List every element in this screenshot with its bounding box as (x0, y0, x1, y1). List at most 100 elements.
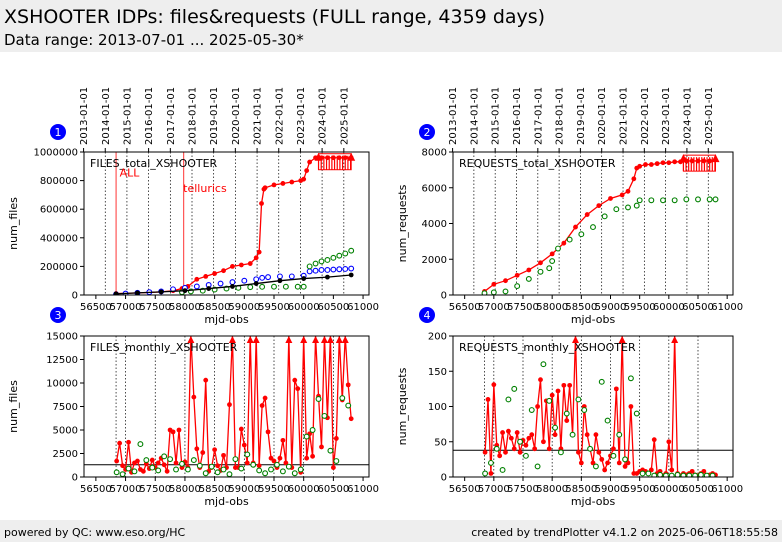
data-point (259, 201, 264, 206)
data-point (482, 470, 489, 477)
x-axis-label: mjd-obs (204, 313, 249, 326)
chart-badge-label: 4 (424, 309, 431, 322)
data-point (215, 463, 220, 469)
data-point (604, 417, 611, 424)
date-tick-label: 2018-01-01 (188, 87, 199, 145)
data-point (244, 451, 251, 458)
data-point (666, 160, 672, 166)
data-point (114, 458, 120, 464)
y-axis-label: num_requests (396, 184, 409, 262)
footer-left: powered by QC: www.eso.org/HC (4, 526, 186, 539)
data-point (277, 455, 283, 461)
chart-4: 5650057000575005800058500590005950060000… (396, 307, 743, 508)
data-point (529, 432, 535, 438)
overflow-arrow (618, 336, 626, 343)
data-point (256, 463, 262, 469)
data-point (184, 466, 191, 473)
data-point (312, 267, 319, 274)
data-point (319, 444, 324, 450)
data-point (481, 290, 488, 295)
data-point (155, 467, 162, 474)
x-tick-label: 59500 (258, 484, 290, 495)
data-point (304, 168, 310, 173)
data-point (336, 252, 343, 259)
x-tick-label: 60000 (653, 302, 685, 313)
date-tick-label: 2021-01-01 (619, 87, 630, 145)
data-point (310, 453, 315, 459)
data-point (193, 283, 200, 290)
data-point (654, 161, 660, 167)
x-tick-label: 59500 (624, 302, 656, 313)
data-point (342, 266, 349, 272)
data-point (271, 182, 277, 188)
data-point (291, 470, 298, 477)
y-tick-label: 100 (428, 402, 447, 413)
overflow-arrow (285, 336, 293, 343)
chart-1: 5650057000575005800058500590005950060000… (7, 87, 379, 326)
date-tick-label: 2015-01-01 (491, 87, 502, 145)
data-point (490, 289, 497, 295)
data-point (253, 281, 259, 286)
data-point (538, 260, 543, 266)
data-point (318, 267, 325, 273)
data-point (348, 272, 354, 278)
data-point (324, 257, 331, 263)
x-tick-label: 57500 (139, 302, 171, 313)
data-point (671, 197, 678, 204)
data-point (651, 472, 658, 477)
date-tick-label: 2024-01-01 (318, 87, 329, 145)
data-point (575, 396, 582, 403)
data-point (247, 284, 254, 291)
data-point (330, 254, 337, 261)
data-point (230, 284, 235, 289)
data-point (651, 437, 657, 443)
data-point (297, 466, 304, 473)
data-point (557, 449, 564, 456)
data-point (212, 271, 218, 276)
data-point (709, 472, 716, 477)
data-point (176, 427, 182, 433)
x-tick-label: 58500 (199, 484, 231, 495)
data-point (268, 466, 274, 473)
overflow-arrow (326, 336, 334, 343)
data-point (196, 462, 203, 469)
x-tick-label: 56500 (80, 484, 112, 495)
chart-badge (419, 124, 435, 140)
date-tick-label: 2023-01-01 (661, 87, 672, 145)
data-point (500, 430, 505, 435)
overflow-arrow (228, 336, 236, 343)
series-line (116, 336, 352, 474)
data-point (137, 441, 144, 448)
data-point (683, 196, 690, 203)
data-point (336, 266, 343, 273)
overflow-arrow (314, 152, 323, 161)
data-point (561, 240, 567, 246)
data-point (535, 404, 540, 409)
data-point (120, 463, 125, 469)
x-tick-label: 58500 (565, 302, 597, 313)
date-tick-label: 2017-01-01 (533, 87, 544, 145)
data-point (309, 427, 316, 433)
data-point (301, 276, 307, 281)
data-point (221, 452, 226, 458)
chart-3: 5650057000575005800058500590005950060000… (7, 307, 379, 508)
data-point (191, 394, 197, 400)
data-point (605, 460, 610, 466)
data-point (295, 386, 301, 392)
data-point (578, 460, 584, 466)
x-tick-label: 60500 (317, 484, 349, 495)
x-tick-label: 57000 (478, 484, 510, 495)
data-point (182, 288, 188, 294)
data-point (214, 469, 221, 476)
data-point (333, 436, 339, 441)
data-point (274, 461, 280, 468)
overflow-arrow (679, 154, 688, 163)
data-point (593, 432, 599, 438)
data-point (503, 278, 508, 284)
data-point (555, 388, 561, 394)
data-point (285, 463, 292, 470)
data-point (202, 470, 209, 477)
y-tick-label: 400000 (40, 233, 78, 244)
data-point (292, 377, 298, 383)
data-point (276, 273, 283, 280)
